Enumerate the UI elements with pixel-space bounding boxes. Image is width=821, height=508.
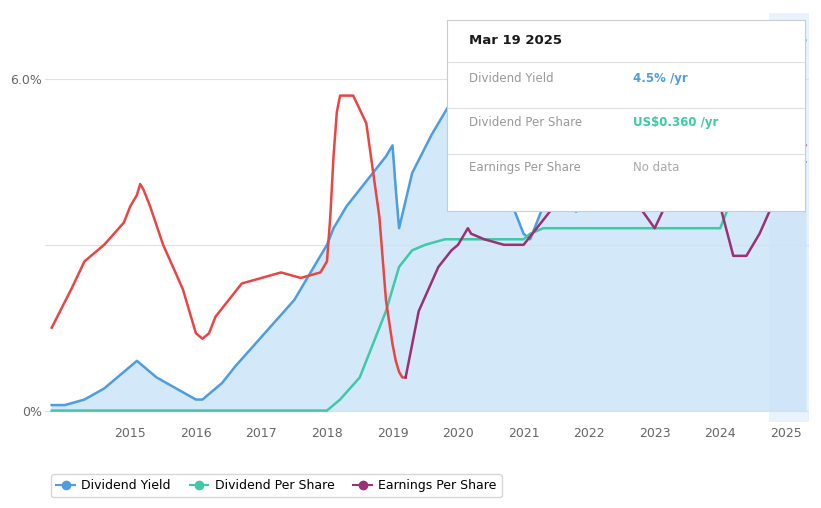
Text: 4.5% /yr: 4.5% /yr [633, 72, 688, 85]
Text: Past: Past [772, 23, 798, 36]
Legend: Dividend Yield, Dividend Per Share, Earnings Per Share: Dividend Yield, Dividend Per Share, Earn… [52, 474, 502, 497]
Text: US$0.360 /yr: US$0.360 /yr [633, 116, 718, 129]
Bar [769, 13, 821, 422]
Text: Dividend Per Share: Dividend Per Share [469, 116, 582, 129]
Text: Mar 19 2025: Mar 19 2025 [469, 34, 562, 47]
Text: Earnings Per Share: Earnings Per Share [469, 161, 580, 174]
Text: Dividend Yield: Dividend Yield [469, 72, 553, 85]
Text: No data: No data [633, 161, 680, 174]
